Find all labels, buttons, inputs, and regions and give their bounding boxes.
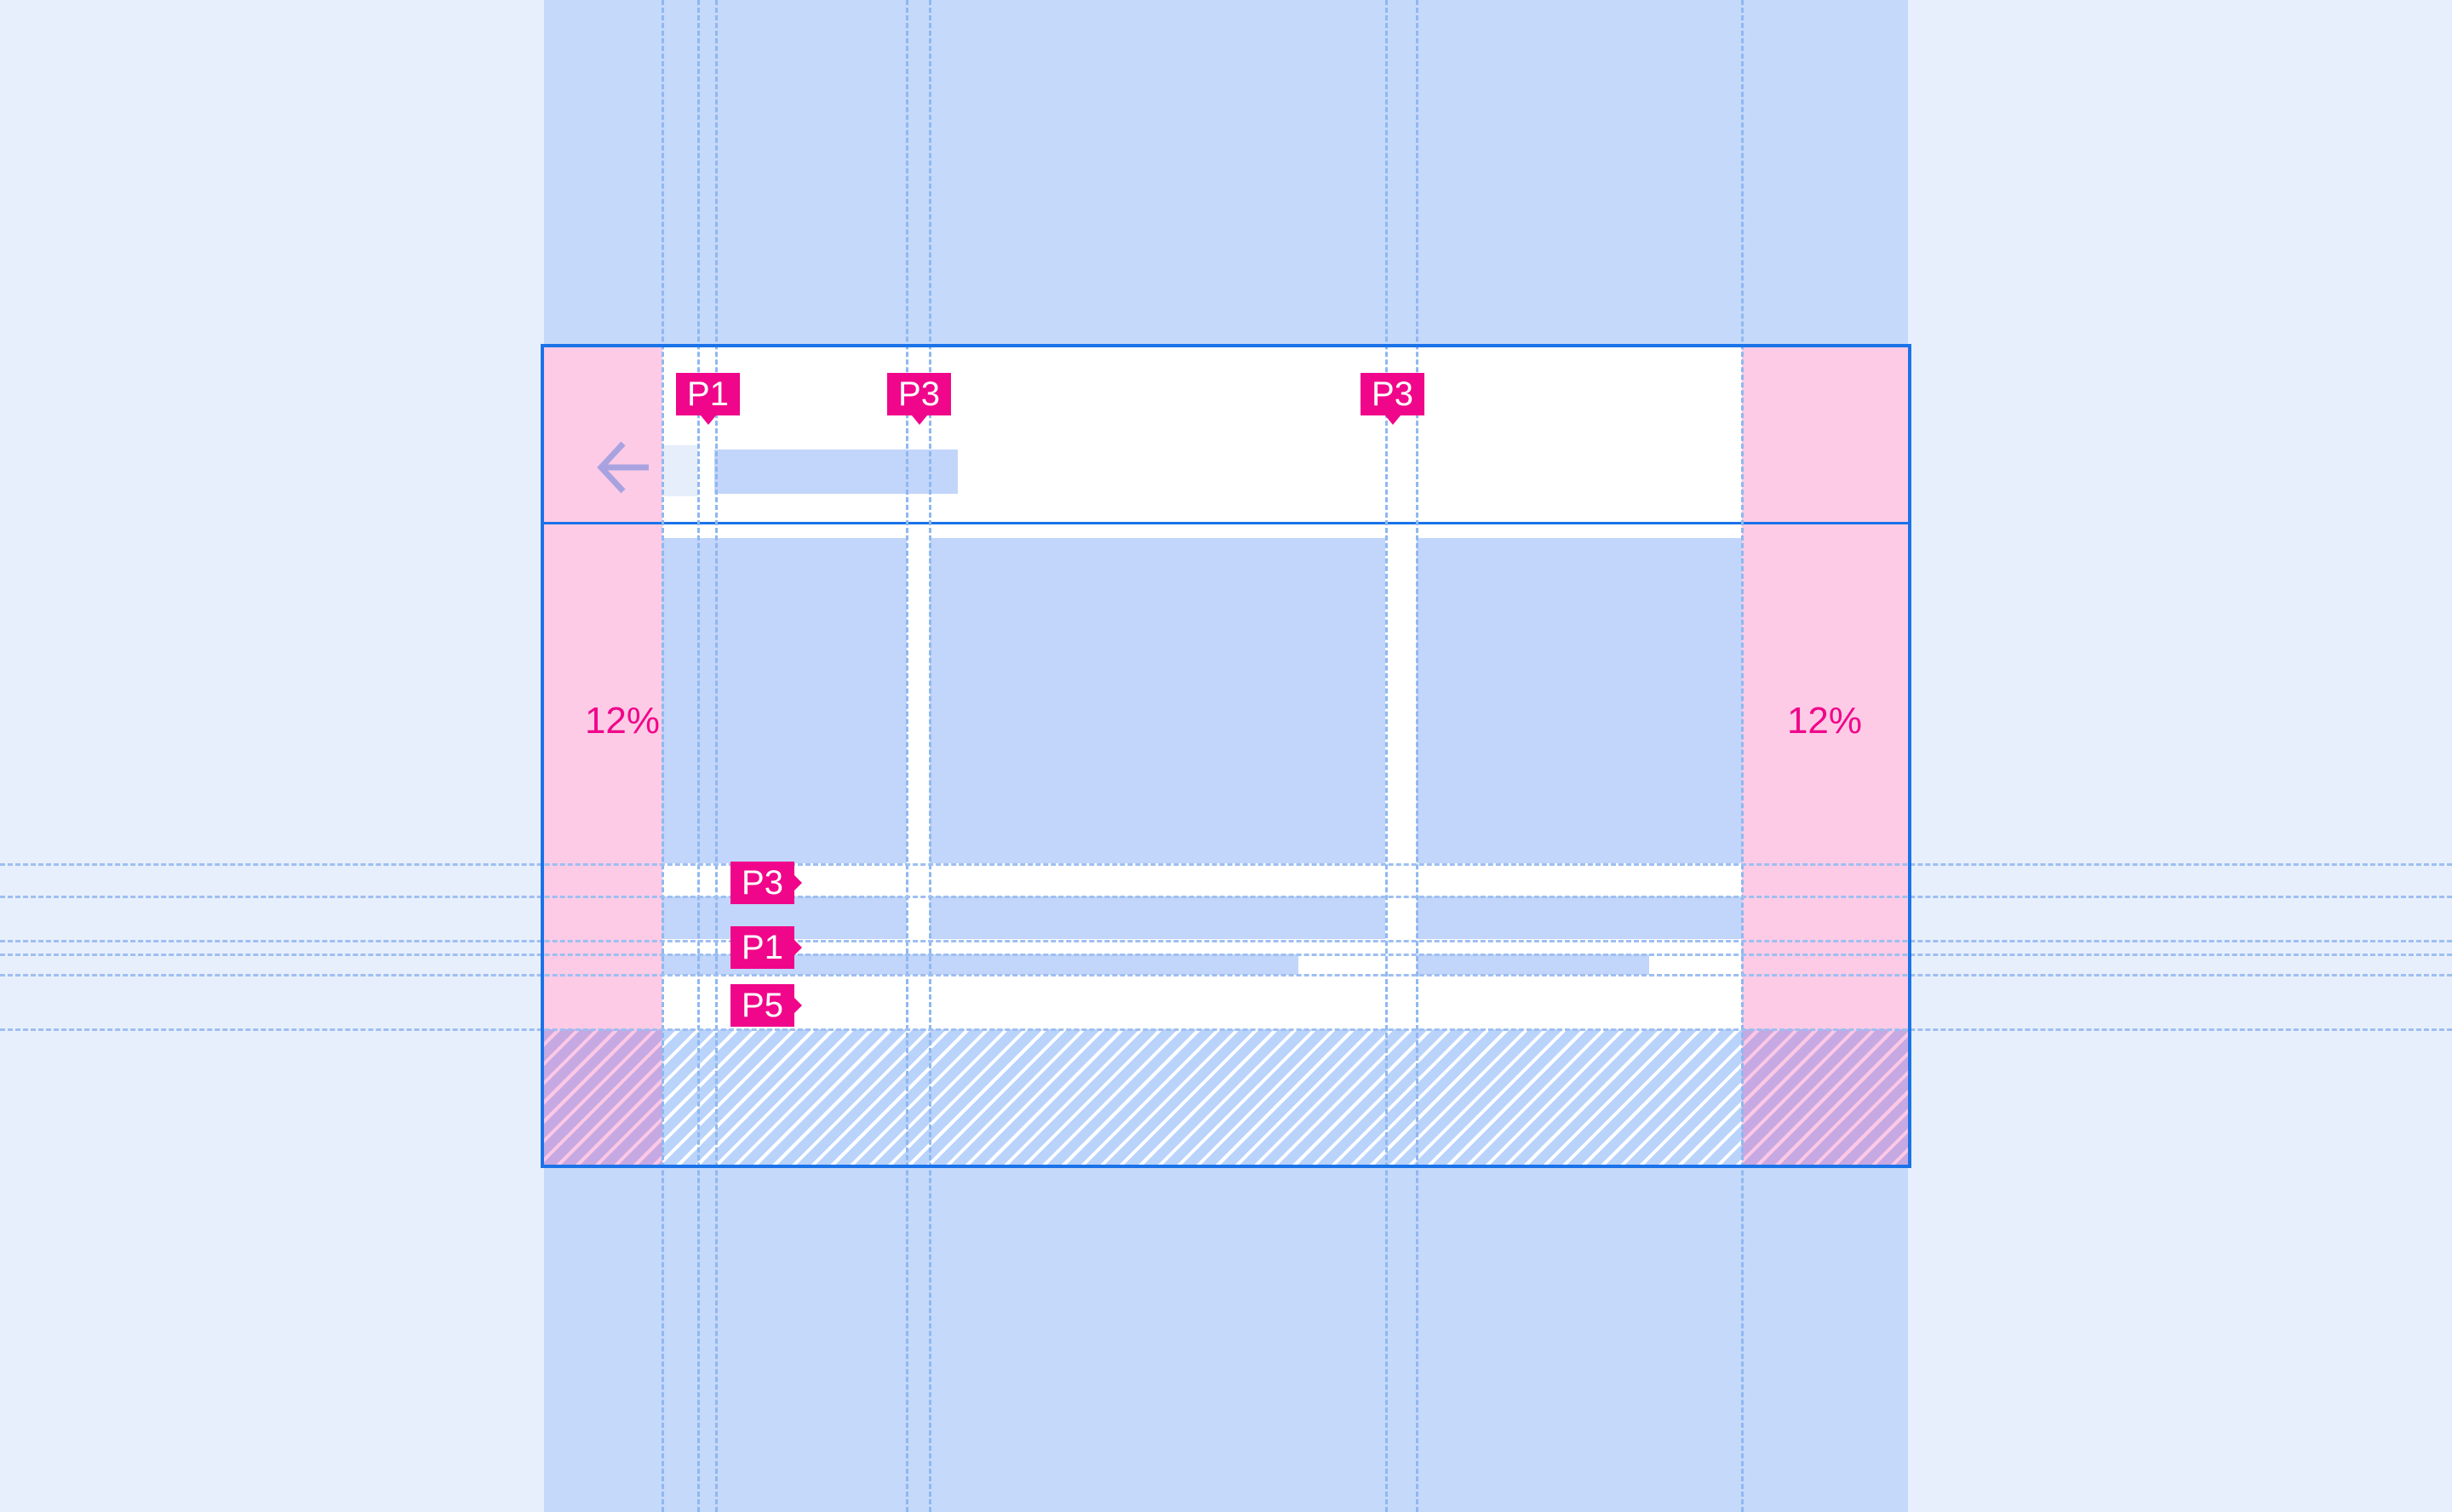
- card-subtitle-placeholder: [930, 954, 1298, 975]
- guide-line: [0, 940, 2452, 942]
- guide-line: [0, 974, 2452, 976]
- bottom-margin-overlap: [542, 1029, 662, 1166]
- guide-line: [0, 863, 2452, 866]
- screen-border: [541, 344, 1911, 1168]
- guide-line: [715, 0, 718, 1512]
- guide-line: [0, 954, 2452, 956]
- guide-line: [0, 896, 2452, 898]
- card-subtitle-placeholder: [1417, 954, 1649, 975]
- right-margin-label: 12%: [1786, 700, 1863, 742]
- guide-line: [1741, 0, 1744, 1512]
- card-image: [1417, 538, 1742, 863]
- card-image: [662, 538, 907, 863]
- guide-line: [1385, 0, 1388, 1512]
- left-margin-label: 12%: [584, 700, 661, 742]
- arrow-back-icon: [597, 441, 649, 494]
- bottom-unsafe-area: [662, 1029, 1742, 1166]
- priority-tag: P1: [730, 926, 802, 969]
- card-title-placeholder: [930, 896, 1385, 939]
- card-image: [930, 538, 1385, 863]
- card-title-placeholder: [1417, 896, 1742, 939]
- card-subtitle-placeholder: [662, 954, 938, 975]
- header-icon-placeholder: [662, 445, 698, 496]
- priority-tag: P1: [676, 373, 740, 425]
- guide-line: [1416, 0, 1418, 1512]
- priority-tag: P3: [887, 373, 951, 425]
- priority-tag: P3: [1361, 373, 1424, 425]
- guide-line: [906, 0, 908, 1512]
- header-divider: [542, 522, 1910, 524]
- bottom-margin-overlap: [1742, 1029, 1910, 1166]
- priority-tag: P5: [730, 984, 802, 1027]
- guide-line: [662, 0, 664, 1512]
- left-margin: [542, 346, 662, 1029]
- header-title-placeholder: [714, 450, 958, 494]
- priority-tag: P3: [730, 862, 802, 904]
- guide-line: [0, 1028, 2452, 1031]
- guide-line: [929, 0, 931, 1512]
- guide-line: [697, 0, 700, 1512]
- right-margin: [1742, 346, 1910, 1029]
